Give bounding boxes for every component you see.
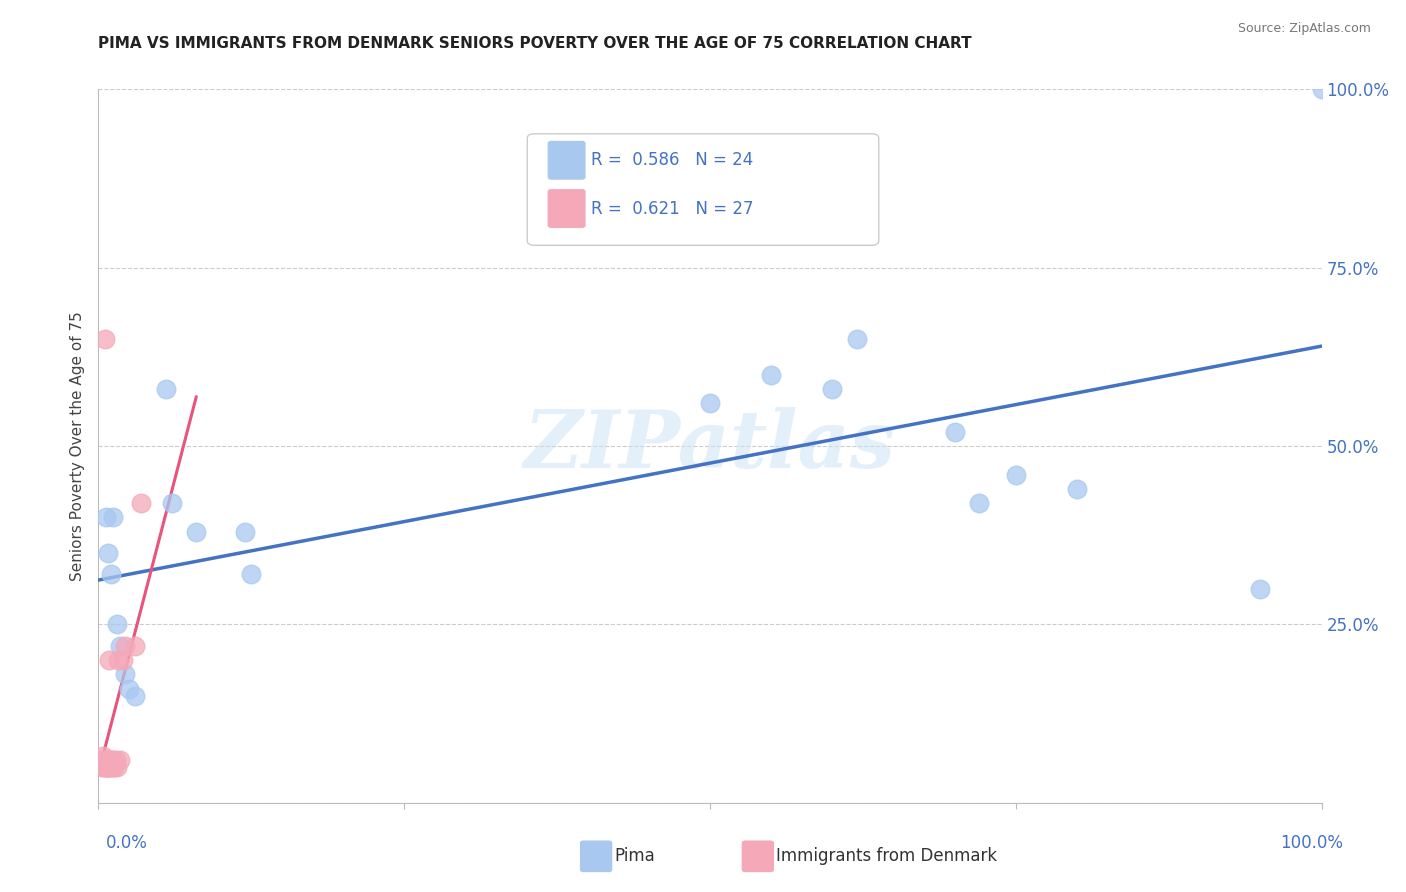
Point [90,753,112,767]
Point [96,760,118,774]
Point [91,760,114,774]
Point [96,753,118,767]
Point [240,567,263,582]
Text: Source: ZipAtlas.com: Source: ZipAtlas.com [1237,22,1371,36]
Point [155,382,177,396]
Point [97,546,120,560]
Point [103,760,125,774]
Point [93,760,115,774]
Text: Pima: Pima [614,847,655,865]
Point [101,510,124,524]
Point [129,496,152,510]
Text: 0.0%: 0.0% [105,834,148,852]
Text: PIMA VS IMMIGRANTS FROM DENMARK SENIORS POVERTY OVER THE AGE OF 75 CORRELATION C: PIMA VS IMMIGRANTS FROM DENMARK SENIORS … [98,36,972,51]
Text: R =  0.621   N = 27: R = 0.621 N = 27 [591,200,754,218]
Point [233,524,256,539]
Point [104,753,127,767]
Point [1066,482,1088,496]
Point [1249,582,1271,596]
Point [124,639,146,653]
Point [761,368,783,382]
Point [110,639,132,653]
Point [91,749,114,764]
Point [94,760,117,774]
Point [94,753,117,767]
Point [1310,82,1333,96]
Text: Immigrants from Denmark: Immigrants from Denmark [776,847,997,865]
Text: R =  0.586   N = 24: R = 0.586 N = 24 [591,152,752,169]
Point [100,760,122,774]
Point [100,753,122,767]
Point [98,653,121,667]
Point [1004,467,1026,482]
Point [94,510,117,524]
Point [114,667,136,681]
Point [100,567,122,582]
Point [943,425,966,439]
Point [699,396,721,410]
Point [101,753,124,767]
Point [186,524,208,539]
Point [111,653,134,667]
Point [101,753,124,767]
Point [93,332,115,346]
Point [107,653,129,667]
Point [101,760,124,774]
Point [160,496,183,510]
Point [97,753,120,767]
Point [124,689,146,703]
Y-axis label: Seniors Poverty Over the Age of 75: Seniors Poverty Over the Age of 75 [69,311,84,581]
Point [105,760,128,774]
Text: ZIPatlas: ZIPatlas [524,408,896,484]
Point [105,617,128,632]
Point [98,760,121,774]
Point [845,332,868,346]
Point [821,382,844,396]
Point [110,753,132,767]
Point [114,639,136,653]
Point [97,760,120,774]
Point [118,681,141,696]
Point [967,496,990,510]
Text: 100.0%: 100.0% [1279,834,1343,852]
